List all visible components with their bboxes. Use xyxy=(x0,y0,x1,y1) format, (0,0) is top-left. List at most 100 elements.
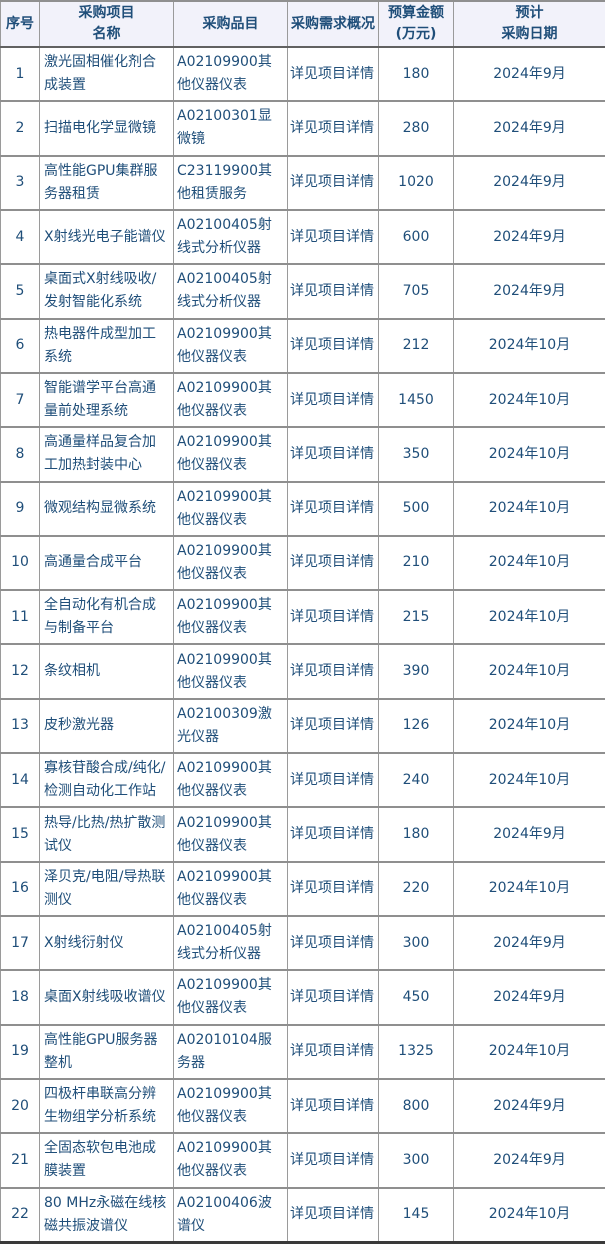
cell-serial: 20 xyxy=(0,1077,40,1135)
cell-budget: 300 xyxy=(378,1132,454,1189)
cell-demand: 详见项目详情 xyxy=(287,914,379,972)
cell-serial: 15 xyxy=(0,806,40,863)
cell-budget: 450 xyxy=(378,969,454,1026)
cell-serial: 14 xyxy=(0,752,40,809)
cell-project-name: 泽贝克/电阻/导热联测仪 xyxy=(39,860,174,918)
cell-serial: 1 xyxy=(0,45,40,103)
table-row: 15 热导/比热/热扩散测试仪 A02109900其他仪器仪表 详见项目详情 180 20… xyxy=(0,806,605,863)
cell-project-name: 全自动化有机合成与制备平台 xyxy=(39,589,174,646)
cell-category: A02109900其他仪器仪表 xyxy=(173,806,288,863)
cell-budget: 600 xyxy=(378,208,454,266)
cell-demand: 详见项目详情 xyxy=(287,263,379,320)
cell-budget: 212 xyxy=(378,317,454,374)
cell-date: 2024年10月 xyxy=(453,589,605,646)
cell-budget: 300 xyxy=(378,914,454,972)
col-header-serial: 序号 xyxy=(0,0,40,48)
cell-project-name: 皮秒激光器 xyxy=(39,697,174,755)
cell-date: 2024年10月 xyxy=(453,752,605,809)
header-row: 序号 采购项目 名称 采购品目 采购需求概况 预算金额 (万元) 预计 采购日期 xyxy=(0,0,605,48)
cell-budget: 240 xyxy=(378,752,454,809)
cell-category: C23119900其他租赁服务 xyxy=(173,154,288,211)
cell-budget: 390 xyxy=(378,643,454,700)
cell-project-name: 80 MHz永磁在线核磁共振波谱仪 xyxy=(39,1186,174,1244)
col-header-date: 预计 采购日期 xyxy=(453,0,605,48)
cell-demand: 详见项目详情 xyxy=(287,480,379,537)
cell-serial: 8 xyxy=(0,426,40,483)
cell-project-name: 智能谱学平台高通量前处理系统 xyxy=(39,371,174,429)
cell-demand: 详见项目详情 xyxy=(287,969,379,1026)
table-row: 10 高通量合成平台 A02109900其他仪器仪表 详见项目详情 210 2024年10… xyxy=(0,534,605,592)
cell-category: A02109900其他仪器仪表 xyxy=(173,752,288,809)
cell-date: 2024年10月 xyxy=(453,697,605,755)
table-row: 1 激光固相催化剂合成装置 A02109900其他仪器仪表 详见项目详情 180 2024… xyxy=(0,45,605,103)
cell-project-name: 高性能GPU服务器整机 xyxy=(39,1023,174,1080)
cell-demand: 详见项目详情 xyxy=(287,643,379,700)
cell-date: 2024年9月 xyxy=(453,914,605,972)
table-row: 17 X射线衍射仪 A02100405射线式分析仪器 详见项目详情 300 2024年9月 xyxy=(0,914,605,972)
cell-budget: 180 xyxy=(378,45,454,103)
cell-category: A02109900其他仪器仪表 xyxy=(173,643,288,700)
cell-project-name: 条纹相机 xyxy=(39,643,174,700)
cell-project-name: 激光固相催化剂合成装置 xyxy=(39,45,174,103)
cell-category: A02109900其他仪器仪表 xyxy=(173,426,288,483)
table-row: 21 全固态软包电池成膜装置 A02109900其他仪器仪表 详见项目详情 300 202… xyxy=(0,1132,605,1189)
cell-date: 2024年9月 xyxy=(453,208,605,266)
cell-date: 2024年10月 xyxy=(453,317,605,374)
cell-category: A02100301显微镜 xyxy=(173,100,288,157)
cell-project-name: 桌面X射线吸收谱仪 xyxy=(39,969,174,1026)
table-row: 3 高性能GPU集群服务器租赁 C23119900其他租赁服务 详见项目详情 1020 2… xyxy=(0,154,605,211)
cell-budget: 1325 xyxy=(378,1023,454,1080)
cell-category: A02109900其他仪器仪表 xyxy=(173,480,288,537)
cell-date: 2024年9月 xyxy=(453,263,605,320)
cell-category: A02010104服务器 xyxy=(173,1023,288,1080)
cell-serial: 13 xyxy=(0,697,40,755)
cell-date: 2024年9月 xyxy=(453,45,605,103)
cell-project-name: 扫描电化学显微镜 xyxy=(39,100,174,157)
cell-demand: 详见项目详情 xyxy=(287,371,379,429)
cell-category: A02109900其他仪器仪表 xyxy=(173,317,288,374)
table-header: 序号 采购项目 名称 采购品目 采购需求概况 预算金额 (万元) 预计 采购日期 xyxy=(0,0,605,48)
cell-serial: 16 xyxy=(0,860,40,918)
cell-serial: 5 xyxy=(0,263,40,320)
cell-category: A02109900其他仪器仪表 xyxy=(173,969,288,1026)
cell-demand: 详见项目详情 xyxy=(287,1023,379,1080)
cell-project-name: 热导/比热/热扩散测试仪 xyxy=(39,806,174,863)
table-row: 13 皮秒激光器 A02100309激光仪器 详见项目详情 126 2024年10月 xyxy=(0,697,605,755)
cell-date: 2024年10月 xyxy=(453,1023,605,1080)
table-row: 11 全自动化有机合成与制备平台 A02109900其他仪器仪表 详见项目详情 215 2… xyxy=(0,589,605,646)
cell-serial: 12 xyxy=(0,643,40,700)
col-header-demand: 采购需求概况 xyxy=(287,0,379,48)
cell-date: 2024年10月 xyxy=(453,860,605,918)
cell-serial: 19 xyxy=(0,1023,40,1080)
cell-demand: 详见项目详情 xyxy=(287,208,379,266)
cell-serial: 17 xyxy=(0,914,40,972)
cell-budget: 1020 xyxy=(378,154,454,211)
cell-demand: 详见项目详情 xyxy=(287,1132,379,1189)
table-row: 16 泽贝克/电阻/导热联测仪 A02109900其他仪器仪表 详见项目详情 220 20… xyxy=(0,860,605,918)
cell-serial: 2 xyxy=(0,100,40,157)
table-row: 9 微观结构显微系统 A02109900其他仪器仪表 详见项目详情 500 2024年10… xyxy=(0,480,605,537)
cell-serial: 21 xyxy=(0,1132,40,1189)
table-row: 20 四极杆串联高分辨生物组学分析系统 A02109900其他仪器仪表 详见项目详情 8… xyxy=(0,1077,605,1135)
table-row: 18 桌面X射线吸收谱仪 A02109900其他仪器仪表 详见项目详情 450 2024年… xyxy=(0,969,605,1026)
cell-budget: 215 xyxy=(378,589,454,646)
cell-project-name: 高性能GPU集群服务器租赁 xyxy=(39,154,174,211)
col-header-category: 采购品目 xyxy=(173,0,288,48)
cell-category: A02109900其他仪器仪表 xyxy=(173,371,288,429)
cell-demand: 详见项目详情 xyxy=(287,806,379,863)
cell-project-name: 高通量样品复合加工加热封装中心 xyxy=(39,426,174,483)
cell-demand: 详见项目详情 xyxy=(287,697,379,755)
cell-date: 2024年9月 xyxy=(453,1132,605,1189)
cell-budget: 350 xyxy=(378,426,454,483)
table-row: 5 桌面式X射线吸收/发射智能化系统 A02100405射线式分析仪器 详见项目详情 7… xyxy=(0,263,605,320)
cell-date: 2024年9月 xyxy=(453,100,605,157)
cell-date: 2024年10月 xyxy=(453,480,605,537)
table-row: 4 X射线光电子能谱仪 A02100405射线式分析仪器 详见项目详情 600 2024年… xyxy=(0,208,605,266)
cell-demand: 详见项目详情 xyxy=(287,426,379,483)
cell-date: 2024年9月 xyxy=(453,969,605,1026)
cell-demand: 详见项目详情 xyxy=(287,534,379,592)
cell-serial: 18 xyxy=(0,969,40,1026)
cell-date: 2024年10月 xyxy=(453,643,605,700)
table-row: 12 条纹相机 A02109900其他仪器仪表 详见项目详情 390 2024年10月 xyxy=(0,643,605,700)
